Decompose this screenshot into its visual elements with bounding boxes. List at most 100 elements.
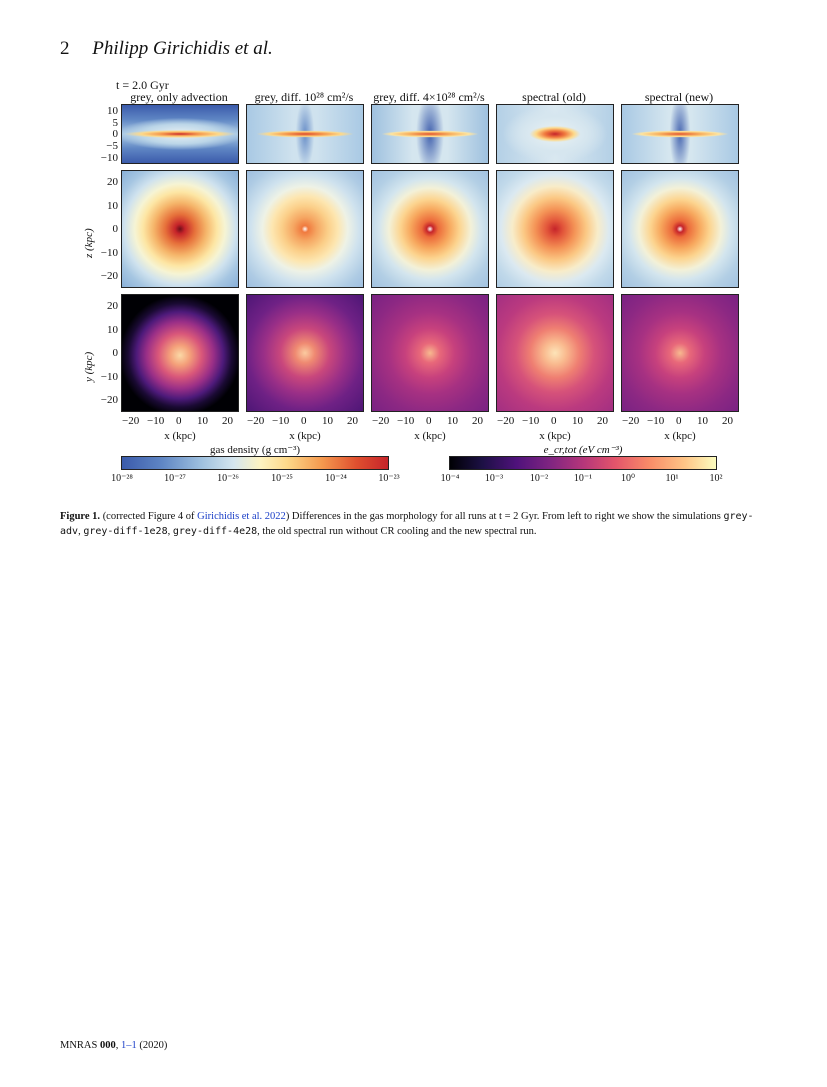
cr-cbar-tick: 10⁻¹ bbox=[573, 473, 593, 484]
density-cbar-tick: 10⁻²⁶ bbox=[217, 473, 239, 484]
caption-reference-link[interactable]: Girichidis et al. 2022 bbox=[197, 511, 286, 522]
row3-ylabel: y (kpc) bbox=[83, 351, 95, 382]
xtick: 10 bbox=[322, 415, 333, 427]
caption-text: ) Differences in the gas morphology for … bbox=[285, 511, 724, 522]
density-cbar-tick: 10⁻²⁵ bbox=[271, 473, 293, 484]
row2-ytick: 20 bbox=[107, 176, 118, 188]
panel-cr-1 bbox=[121, 294, 239, 412]
page-header: 2 Philipp Girichidis et al. bbox=[60, 38, 273, 60]
cr-cbar-tick: 10¹ bbox=[665, 473, 679, 484]
xtick: 0 bbox=[676, 415, 682, 427]
density-colorbar-label: gas density (g cm⁻³) bbox=[209, 444, 301, 456]
column-title-1: grey, only advection bbox=[130, 90, 228, 104]
caption-separator: , bbox=[78, 526, 84, 537]
footer-year: (2020) bbox=[136, 1040, 168, 1051]
panel-edge-5 bbox=[621, 104, 739, 164]
running-authors: Philipp Girichidis et al. bbox=[92, 38, 273, 59]
row1-ytick: 10 bbox=[107, 105, 118, 117]
cr-cbar-tick: 10⁻² bbox=[529, 473, 549, 484]
footer-pages-link[interactable]: 1–1 bbox=[120, 1040, 137, 1051]
xtick: −10 bbox=[147, 415, 165, 427]
page-footer: MNRAS 000, 1–1 (2020) bbox=[60, 1040, 167, 1051]
density-cbar-tick: 10⁻²⁷ bbox=[164, 473, 186, 484]
caption-sim-name: grey-diff-4e28 bbox=[172, 526, 258, 537]
caption-text: (corrected Figure 4 of bbox=[100, 511, 198, 522]
cr-colorbar-label: e_cr,tot (eV cm⁻³) bbox=[543, 444, 623, 456]
panel-density-3 bbox=[371, 170, 489, 288]
journal-volume: 000 bbox=[99, 1040, 116, 1051]
column-title-3: grey, diff. 4×10²⁸ cm²/s bbox=[373, 90, 485, 104]
xtick: 20 bbox=[472, 415, 483, 427]
xlabel-3: x (kpc) bbox=[414, 430, 446, 442]
xtick: 20 bbox=[222, 415, 233, 427]
panel-cr-3 bbox=[371, 294, 489, 412]
density-cbar-tick: 10⁻²⁴ bbox=[325, 473, 347, 484]
panel-density-2 bbox=[246, 170, 364, 288]
column-title-5: spectral (new) bbox=[644, 90, 714, 104]
row2-ytick: 0 bbox=[112, 223, 119, 235]
xtick: −10 bbox=[522, 415, 540, 427]
row3-ytick: 20 bbox=[107, 300, 118, 312]
column-title-2: grey, diff. 10²⁸ cm²/s bbox=[254, 90, 354, 104]
xtick: −20 bbox=[622, 415, 640, 427]
row3-ytick: −20 bbox=[100, 394, 118, 406]
row2-ytick: 10 bbox=[107, 200, 118, 212]
caption-separator: , bbox=[167, 526, 173, 537]
row1-ytick: 5 bbox=[112, 117, 119, 129]
row2-ytick: −10 bbox=[100, 247, 118, 259]
xtick: 10 bbox=[197, 415, 208, 427]
panel-edge-3 bbox=[371, 104, 489, 164]
time-label: t = 2.0 Gyr bbox=[116, 78, 169, 92]
caption-sim-name: grey-adv bbox=[60, 511, 754, 537]
xtick: 10 bbox=[447, 415, 458, 427]
xtick: −10 bbox=[397, 415, 415, 427]
panel-density-5 bbox=[621, 170, 739, 288]
xtick: −10 bbox=[647, 415, 665, 427]
panel-cr-4 bbox=[496, 294, 614, 412]
column-title-4: spectral (old) bbox=[522, 90, 586, 104]
xlabel-1: x (kpc) bbox=[164, 430, 196, 442]
figure-caption: Figure 1. (corrected Figure 4 of Girichi… bbox=[60, 509, 768, 539]
panel-cr-2 bbox=[246, 294, 364, 412]
page-number: 2 bbox=[60, 38, 70, 59]
xtick: −10 bbox=[272, 415, 290, 427]
xtick: −20 bbox=[122, 415, 140, 427]
xtick: 0 bbox=[176, 415, 182, 427]
row1-ytick: −5 bbox=[106, 140, 118, 152]
xtick: 10 bbox=[572, 415, 583, 427]
xtick: 0 bbox=[551, 415, 557, 427]
xtick: 20 bbox=[347, 415, 358, 427]
xtick: 0 bbox=[301, 415, 307, 427]
cr-cbar-tick: 10⁰ bbox=[620, 473, 636, 484]
xtick: −20 bbox=[497, 415, 515, 427]
panel-cr-5 bbox=[621, 294, 739, 412]
row3-ytick: 0 bbox=[112, 347, 119, 359]
density-cbar-tick: 10⁻²³ bbox=[378, 473, 400, 484]
caption-label: Figure 1. bbox=[60, 511, 101, 522]
xtick: 20 bbox=[597, 415, 608, 427]
cr-colorbar bbox=[449, 456, 717, 470]
xtick: 20 bbox=[722, 415, 733, 427]
xlabel-2: x (kpc) bbox=[289, 430, 321, 442]
cr-cbar-tick: 10⁻⁴ bbox=[440, 473, 460, 484]
caption-text: , the old spectral run without CR coolin… bbox=[257, 526, 537, 537]
row1-ytick: −10 bbox=[100, 152, 118, 164]
footer-separator: , bbox=[115, 1040, 121, 1051]
row1-ytick: 0 bbox=[112, 128, 119, 140]
panel-edge-1 bbox=[121, 104, 239, 164]
panel-edge-2 bbox=[246, 104, 364, 164]
xtick: −20 bbox=[372, 415, 390, 427]
row2-ylabel: z (kpc) bbox=[83, 228, 95, 258]
row3-ytick: 10 bbox=[107, 324, 118, 336]
panel-edge-4 bbox=[496, 104, 614, 164]
xtick: −20 bbox=[247, 415, 265, 427]
journal-name: MNRAS bbox=[60, 1040, 100, 1051]
density-cbar-tick: 10⁻²⁸ bbox=[111, 473, 133, 484]
panel-density-4 bbox=[496, 170, 614, 288]
row3-ytick: −10 bbox=[100, 371, 118, 383]
density-colorbar bbox=[121, 456, 389, 470]
xlabel-4: x (kpc) bbox=[539, 430, 571, 442]
cr-cbar-tick: 10⁻³ bbox=[484, 473, 504, 484]
row2-ytick: −20 bbox=[100, 270, 118, 282]
xtick: 0 bbox=[426, 415, 432, 427]
